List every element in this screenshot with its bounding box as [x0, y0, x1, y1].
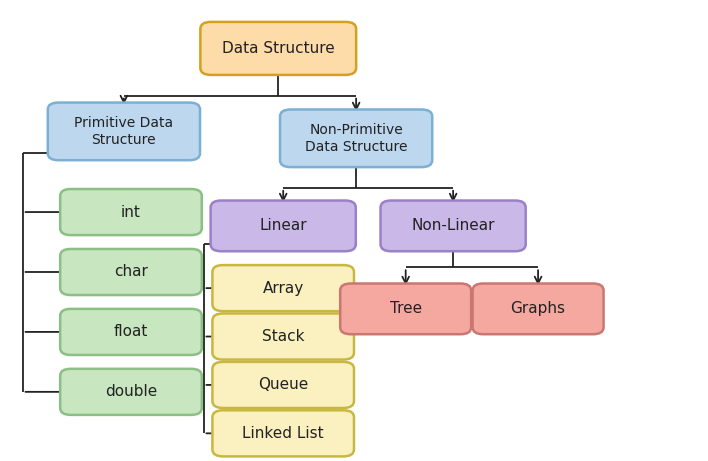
Text: Linear: Linear — [259, 219, 307, 233]
FancyBboxPatch shape — [200, 22, 356, 75]
FancyBboxPatch shape — [60, 369, 202, 415]
Text: Tree: Tree — [389, 301, 422, 316]
FancyBboxPatch shape — [212, 410, 354, 456]
Text: Non-Linear: Non-Linear — [411, 219, 495, 233]
Text: Data Structure: Data Structure — [222, 41, 335, 56]
Text: double: double — [105, 384, 157, 399]
FancyBboxPatch shape — [280, 110, 432, 167]
Text: int: int — [121, 205, 141, 219]
FancyBboxPatch shape — [60, 249, 202, 295]
Text: char: char — [114, 265, 148, 279]
FancyBboxPatch shape — [340, 284, 472, 334]
FancyBboxPatch shape — [60, 309, 202, 355]
FancyBboxPatch shape — [212, 265, 354, 311]
FancyBboxPatch shape — [60, 189, 202, 235]
Text: Graphs: Graphs — [510, 301, 566, 316]
FancyBboxPatch shape — [47, 103, 200, 160]
FancyBboxPatch shape — [473, 284, 603, 334]
Text: Linked List: Linked List — [242, 426, 324, 441]
Text: Stack: Stack — [262, 329, 304, 344]
Text: Non-Primitive
Data Structure: Non-Primitive Data Structure — [305, 123, 407, 154]
Text: Array: Array — [263, 281, 304, 296]
FancyBboxPatch shape — [212, 313, 354, 360]
FancyBboxPatch shape — [381, 201, 525, 251]
FancyBboxPatch shape — [212, 362, 354, 408]
Text: float: float — [114, 325, 148, 339]
Text: Queue: Queue — [258, 378, 308, 392]
Text: Primitive Data
Structure: Primitive Data Structure — [74, 116, 173, 147]
FancyBboxPatch shape — [211, 201, 355, 251]
